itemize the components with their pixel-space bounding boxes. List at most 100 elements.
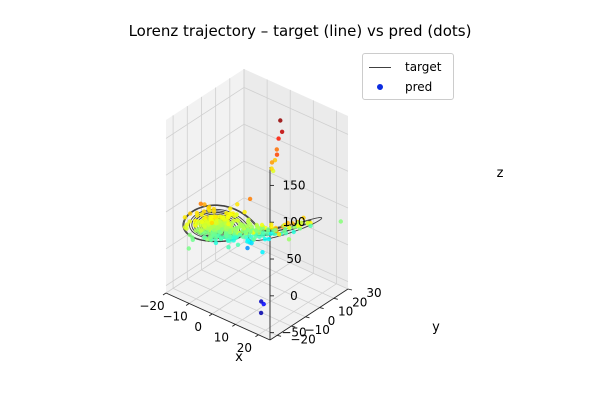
pred-point <box>236 225 241 230</box>
y-tick-label: 0 <box>328 314 336 328</box>
pred-point <box>230 220 235 226</box>
pred-point <box>291 229 296 235</box>
pred-point <box>240 234 246 239</box>
grid-line <box>172 115 278 336</box>
y-axis-line <box>269 288 349 341</box>
y-tick-label: −20 <box>290 332 315 346</box>
pred-point <box>241 223 246 228</box>
pred-point <box>182 225 188 230</box>
grid-line <box>165 234 349 286</box>
pred-point <box>201 209 207 214</box>
pred-point <box>220 215 226 221</box>
legend-dot-swatch <box>377 84 383 90</box>
z-tick-label: 100 <box>283 215 306 229</box>
pred-point <box>290 221 295 226</box>
pred-point <box>245 245 250 251</box>
pred-point <box>237 232 242 237</box>
pred-point <box>278 118 283 123</box>
axis-panes <box>166 69 348 340</box>
legend-item-pred: pred <box>369 78 432 96</box>
pred-point <box>211 206 216 212</box>
grid-line <box>215 87 320 308</box>
grid-line <box>165 123 349 176</box>
pred-point <box>182 215 188 220</box>
pred-point <box>226 245 231 250</box>
pred-point <box>287 225 292 230</box>
z-tick-label: −50 <box>281 326 306 340</box>
pred-point <box>297 223 303 228</box>
pred-point <box>305 220 310 226</box>
grid-line <box>243 69 349 290</box>
legend-line-swatch <box>369 66 391 68</box>
y-tick-mark <box>291 325 296 328</box>
y-tick-mark <box>319 307 324 309</box>
pred-point <box>208 226 213 231</box>
pred-point <box>251 237 257 242</box>
pred-point <box>268 231 274 236</box>
pred-point <box>282 222 287 228</box>
pred-point <box>186 246 191 251</box>
x-tick-label: −10 <box>162 309 187 323</box>
pred-point <box>199 212 204 217</box>
y-tick-mark <box>305 316 310 319</box>
pred-point <box>207 204 212 210</box>
pred-point <box>215 226 221 231</box>
pred-point <box>228 212 233 217</box>
pred-point <box>245 219 251 224</box>
x-tick-label: 20 <box>237 341 252 355</box>
pred-point <box>198 201 203 206</box>
pred-point <box>193 223 198 228</box>
pred-point <box>231 238 236 243</box>
pred-point <box>202 202 207 207</box>
pred-point <box>227 230 233 235</box>
legend: target pred <box>362 53 454 100</box>
pred-point <box>242 209 247 215</box>
z-tick-label: 150 <box>283 178 306 192</box>
chart-title: Lorenz trajectory – target (line) vs pre… <box>128 22 472 40</box>
z-axis-label: z <box>497 166 504 181</box>
x-tick-mark <box>162 292 167 296</box>
x-tick-label: 10 <box>214 330 229 344</box>
pred-point <box>198 228 203 233</box>
pred-point <box>276 232 282 237</box>
pred-point <box>235 202 240 207</box>
pred-point <box>202 224 207 229</box>
grid-line <box>165 86 349 139</box>
pred-point <box>245 223 250 229</box>
pred-point <box>193 228 199 233</box>
pred-point <box>234 218 240 223</box>
pred-point <box>253 228 259 233</box>
pred-point <box>207 208 212 213</box>
pred-point <box>259 222 265 228</box>
y-tick-label: 20 <box>352 295 367 309</box>
pred-point <box>274 152 280 157</box>
y-tick-mark <box>276 334 282 337</box>
pred-point <box>279 129 285 134</box>
pred-point <box>274 147 279 152</box>
pred-point <box>216 233 221 238</box>
pred-point <box>248 234 254 239</box>
grid-line <box>186 106 292 327</box>
pred-point <box>234 212 239 217</box>
grid-line <box>165 197 349 250</box>
x-tick-mark <box>255 334 259 338</box>
x-axis-label: x <box>235 350 243 365</box>
pred-point <box>235 242 241 247</box>
pred-point <box>248 229 253 235</box>
pred-point <box>226 221 231 227</box>
pred-point <box>266 236 272 242</box>
pred-point <box>190 235 195 240</box>
x-axis-line <box>165 292 271 341</box>
pred-point <box>273 228 278 233</box>
pred-point <box>224 211 229 216</box>
pred-point <box>262 237 268 242</box>
pred-point <box>211 227 216 233</box>
x-tick-mark <box>185 303 190 306</box>
pred-point <box>219 222 224 228</box>
pred-point <box>213 240 219 246</box>
pred-point <box>187 219 192 224</box>
x-tick-label: 0 <box>194 320 202 334</box>
pred-point <box>308 223 313 228</box>
pred-point <box>203 215 208 220</box>
